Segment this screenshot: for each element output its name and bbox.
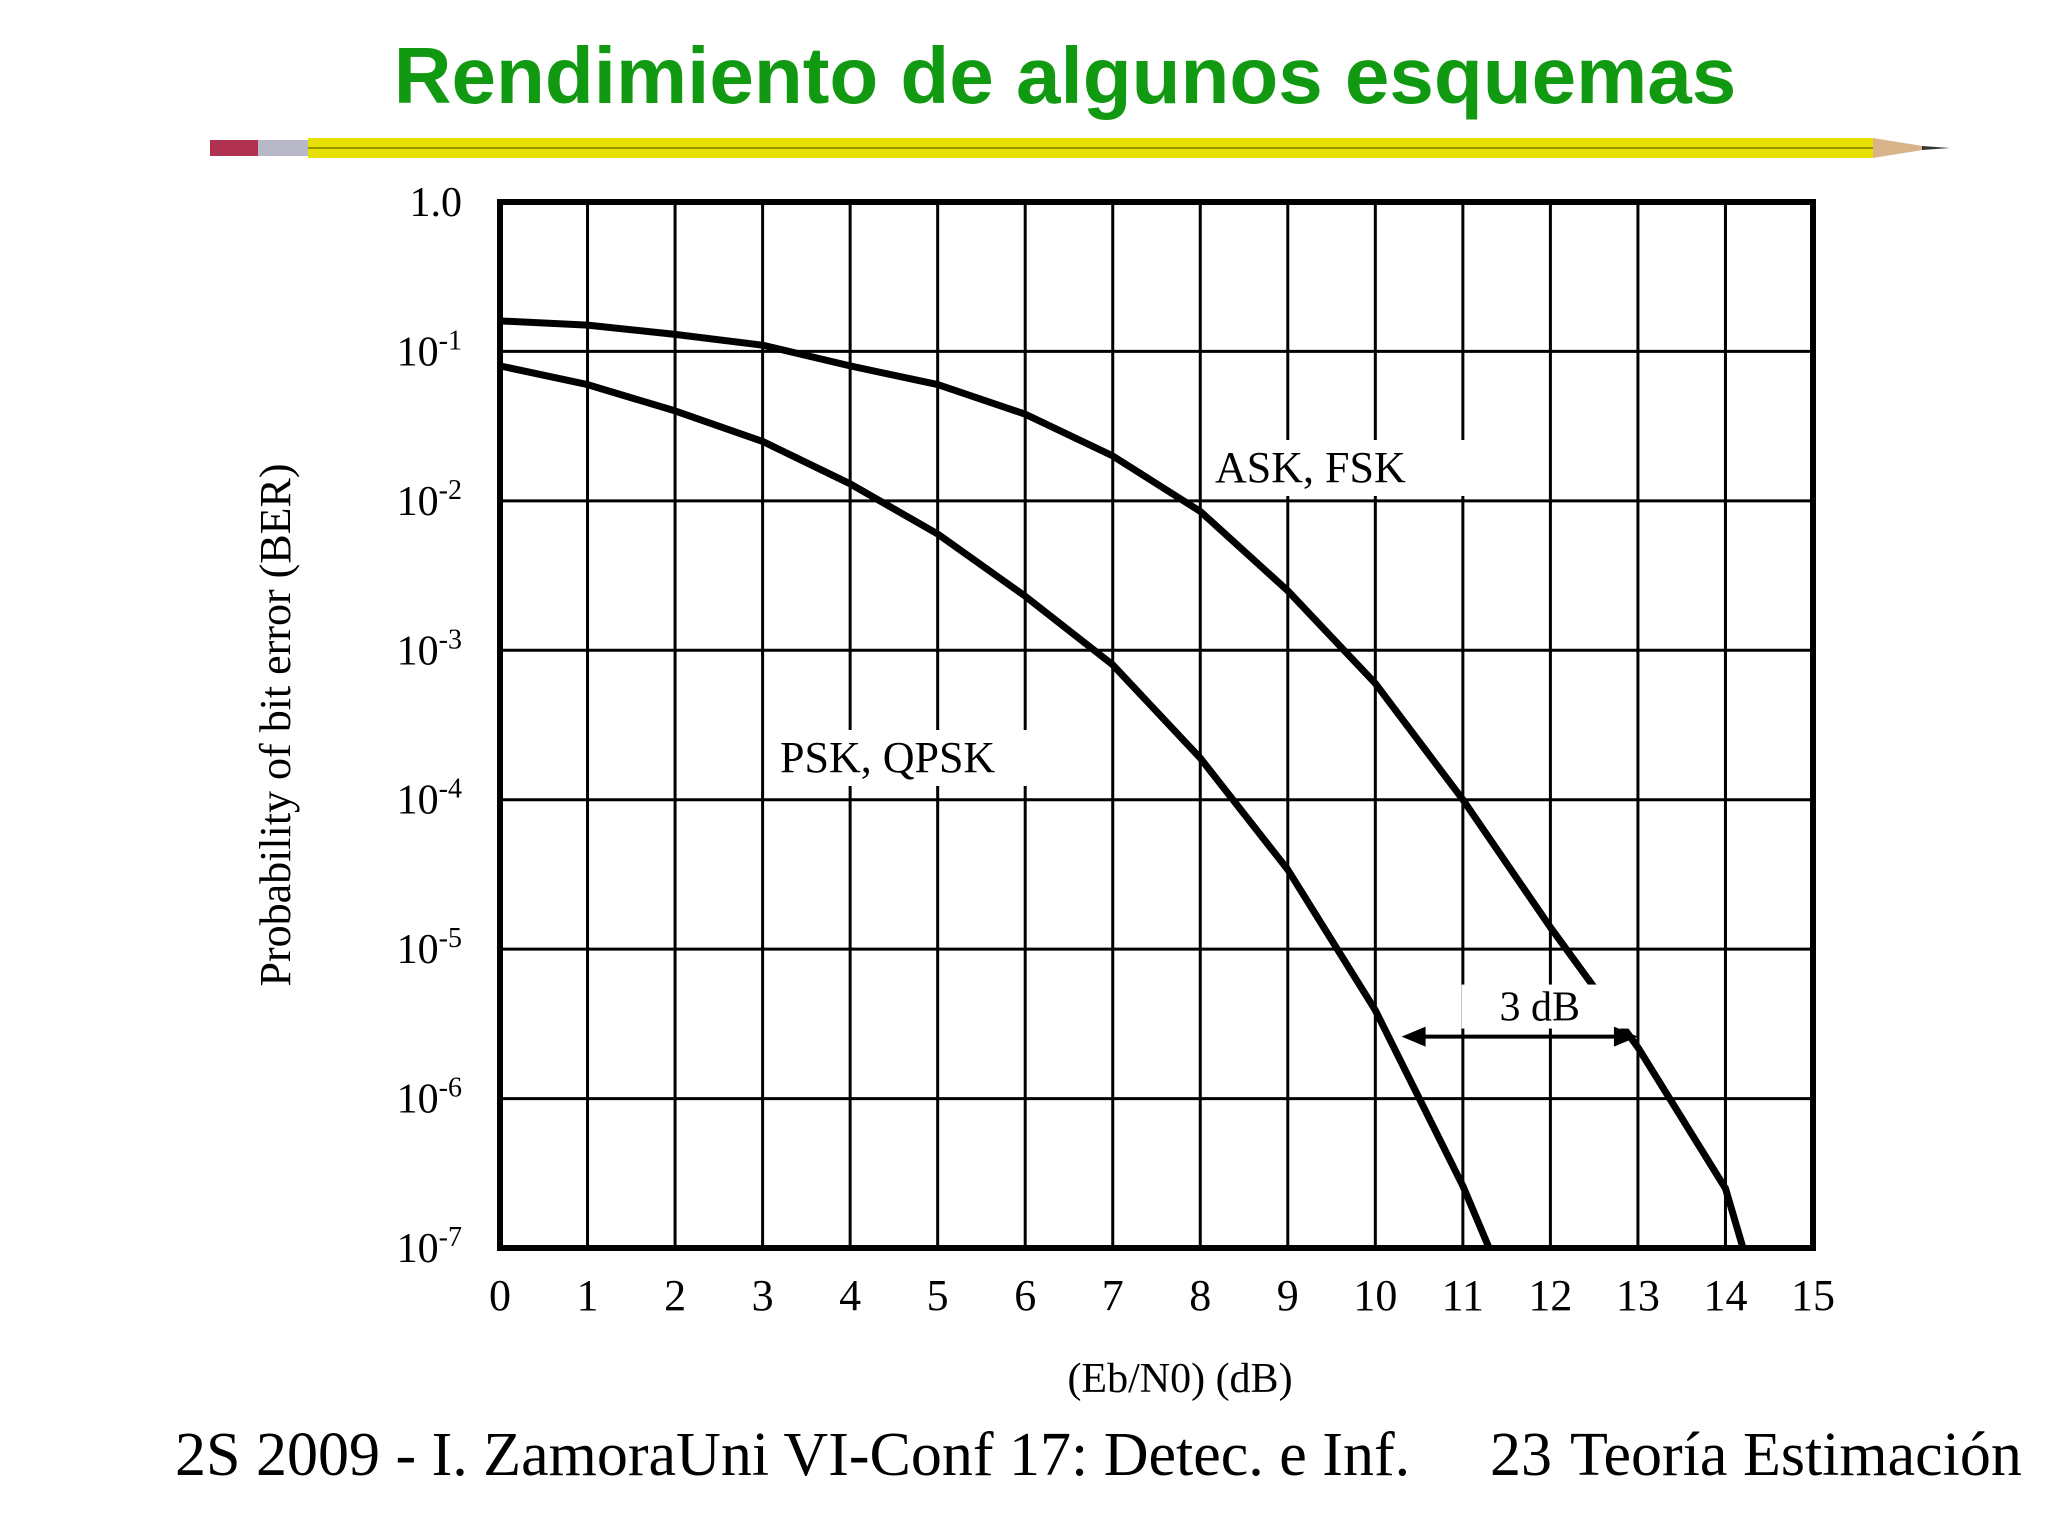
arrow-left-icon <box>1401 1026 1426 1047</box>
chart-tick-labels: 0 1 2 3 4 5 6 7 8 9 10 11 12 13 14 151.010-110-210-310-… <box>397 180 1835 1320</box>
annotation-label: 3 dB <box>1500 985 1581 1031</box>
y-tick-label: 10-5 <box>397 923 462 973</box>
x-tick-label: 10 <box>1353 1271 1397 1320</box>
series-line <box>499 317 1747 1249</box>
series-label: PSK, QPSK <box>780 733 995 782</box>
footer-course-text: 2S 2009 - I. ZamoraUni VI-Conf 17: Detec… <box>175 1421 1411 1489</box>
y-tick-label: 1.0 <box>410 180 463 226</box>
series-label: ASK, FSK <box>1215 443 1406 492</box>
y-tick-label: 10-7 <box>397 1222 462 1272</box>
footer-page-number: 23 <box>1490 1421 1552 1489</box>
x-tick-label: 14 <box>1703 1271 1747 1320</box>
x-tick-label: 6 <box>1014 1271 1036 1320</box>
x-tick-label: 11 <box>1442 1271 1484 1320</box>
x-tick-label: 13 <box>1616 1271 1660 1320</box>
plot-frame <box>497 199 1816 1251</box>
series-label-bg <box>1205 440 1505 496</box>
x-tick-label: 9 <box>1277 1271 1299 1320</box>
x-tick-label: 8 <box>1189 1271 1211 1320</box>
x-tick-label: 4 <box>839 1271 861 1320</box>
x-tick-label: 7 <box>1102 1271 1124 1320</box>
y-tick-label: 10-2 <box>397 475 462 525</box>
y-tick-label: 10-3 <box>397 624 462 674</box>
footer-topic-text: Teoría Estimación <box>1570 1421 2022 1489</box>
x-tick-label: 15 <box>1791 1271 1835 1320</box>
slide-title: Rendimiento de algunos esquemas <box>393 31 1737 120</box>
x-tick-label: 12 <box>1528 1271 1572 1320</box>
chart-grid <box>498 200 1815 1250</box>
arrow-right-icon <box>1613 1026 1638 1047</box>
chart-series <box>499 317 1747 1250</box>
y-axis-label: Probability of bit error (BER) <box>251 463 300 986</box>
series-line <box>499 362 1493 1250</box>
y-tick-label: 10-6 <box>397 1073 462 1123</box>
x-tick-label: 2 <box>664 1271 686 1320</box>
series-label-bg <box>770 730 1070 786</box>
x-tick-label: 5 <box>927 1271 949 1320</box>
y-tick-label: 10-4 <box>397 774 462 824</box>
annotation-bg <box>1461 984 1632 1029</box>
slide-footer: 2S 2009 - I. ZamoraUni VI-Conf 17: Detec… <box>0 1420 2048 1490</box>
pencil-divider-icon <box>210 138 1950 158</box>
x-tick-label: 3 <box>752 1271 774 1320</box>
y-tick-label: 10-1 <box>397 325 462 375</box>
chart-annotations: PSK, QPSK ASK, FSK 3 dB <box>770 440 1638 1047</box>
x-tick-label: 1 <box>577 1271 599 1320</box>
x-axis-label: (Eb/N0) (dB) <box>1067 1356 1292 1402</box>
x-tick-label: 0 <box>489 1271 511 1320</box>
